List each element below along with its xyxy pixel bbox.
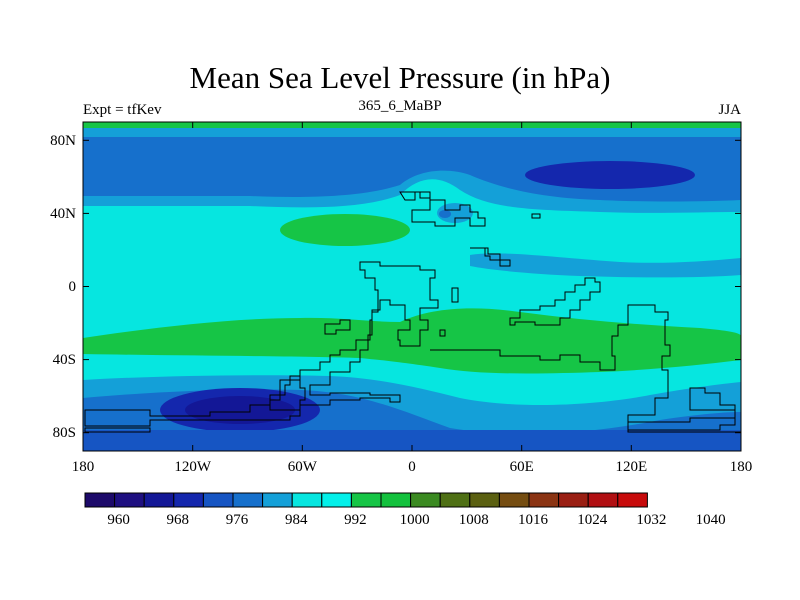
coastline-eastasia <box>470 247 511 267</box>
colorbar-swatch <box>291 492 323 508</box>
x-tick-label: 180 <box>72 459 95 475</box>
colorbar-label: 1040 <box>696 512 726 528</box>
x-tick-label: 180 <box>730 459 753 475</box>
coastline-island-c <box>439 329 446 337</box>
x-tick-label: 120W <box>174 459 212 475</box>
colorbar-swatch <box>262 492 293 508</box>
colorbar-labels: 960 968 976 984 992 1000 1008 1016 1024 … <box>107 512 725 528</box>
y-tick-label: 40N <box>50 206 76 222</box>
colorbar-swatch <box>350 492 382 508</box>
colorbar-label: 1000 <box>400 512 430 528</box>
colorbar-swatch <box>202 492 234 508</box>
colorbar-label: 976 <box>226 512 249 528</box>
coastline-antarctica-edge <box>84 427 151 433</box>
coastline-continents <box>269 261 439 411</box>
coastline-north <box>399 191 486 227</box>
colorbar-swatch <box>410 492 441 508</box>
colorbar-label: 968 <box>167 512 190 528</box>
season-label: JJA <box>718 102 741 118</box>
x-tick-label: 120E <box>615 459 647 475</box>
coastlines <box>84 191 741 433</box>
field-north-deep <box>525 161 695 189</box>
field-eastasia-band <box>470 253 741 278</box>
field-antarctic <box>83 430 741 451</box>
coastline-island-b <box>451 287 459 303</box>
colorbar-swatch <box>587 492 619 508</box>
colorbar-label: 1008 <box>459 512 489 528</box>
x-tick-label: 60E <box>510 459 534 475</box>
coastline-australia <box>430 304 741 433</box>
colorbar-label: 1032 <box>636 512 666 528</box>
y-tick-labels: 80N 40N 0 40S 80S <box>50 133 76 441</box>
colorbar-swatch <box>617 492 648 508</box>
coastline-island-a <box>324 319 351 335</box>
coastline-island-d <box>531 213 541 219</box>
tick-marks <box>82 122 742 451</box>
colorbar-swatch <box>114 492 145 508</box>
colorbar-swatch <box>439 492 471 508</box>
colorbar-swatch <box>469 492 500 508</box>
colorbar-swatch <box>498 492 530 508</box>
colorbar-label: 984 <box>285 512 308 528</box>
field-south-core <box>185 396 295 424</box>
y-tick-label: 40S <box>53 352 76 368</box>
coastline-antarctica-west <box>84 375 306 427</box>
chart-title: Mean Sea Level Pressure (in hPa) <box>189 60 611 95</box>
colorbar-swatch <box>84 492 116 508</box>
pressure-field <box>83 122 741 451</box>
colorbar <box>84 492 648 508</box>
x-tick-label: 60W <box>288 459 318 475</box>
colorbar-label: 1016 <box>518 512 549 528</box>
experiment-label: Expt = tfKev <box>83 102 162 118</box>
colorbar-swatch <box>380 492 412 508</box>
colorbar-swatch <box>143 492 175 508</box>
y-tick-label: 80N <box>50 133 76 149</box>
colorbar-swatch <box>558 492 589 508</box>
colorbar-label: 992 <box>344 512 367 528</box>
colorbar-label: 1024 <box>577 512 608 528</box>
period-label: 365_6_MaBP <box>358 98 442 114</box>
coastline-asia-south <box>509 277 601 326</box>
colorbar-swatch <box>321 492 352 508</box>
field-asia-core <box>439 210 451 218</box>
y-tick-label: 80S <box>53 425 76 441</box>
y-tick-label: 0 <box>69 279 77 295</box>
colorbar-swatch <box>232 492 264 508</box>
field-atlantic-high <box>280 214 410 246</box>
colorbar-label: 960 <box>107 512 130 528</box>
x-tick-labels: 180 120W 60W 0 60E 120E 180 <box>72 459 753 475</box>
field-south-high <box>83 308 741 374</box>
colorbar-swatch <box>173 492 204 508</box>
x-tick-label: 0 <box>408 459 416 475</box>
colorbar-swatch <box>528 492 560 508</box>
